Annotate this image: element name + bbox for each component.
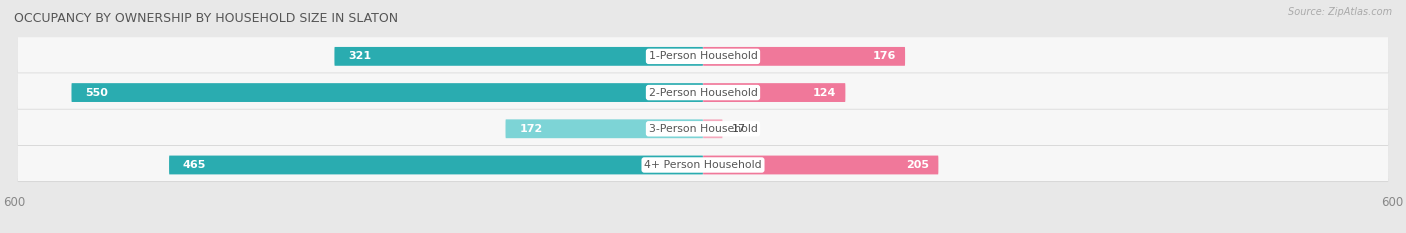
Text: 550: 550 <box>86 88 108 98</box>
FancyBboxPatch shape <box>17 74 1389 110</box>
Text: 2-Person Household: 2-Person Household <box>648 88 758 98</box>
Text: 124: 124 <box>813 88 837 98</box>
FancyBboxPatch shape <box>72 83 703 102</box>
FancyBboxPatch shape <box>703 47 905 66</box>
Text: Source: ZipAtlas.com: Source: ZipAtlas.com <box>1288 7 1392 17</box>
FancyBboxPatch shape <box>17 73 1389 109</box>
FancyBboxPatch shape <box>506 119 703 138</box>
FancyBboxPatch shape <box>703 156 938 175</box>
Text: 17: 17 <box>731 124 745 134</box>
FancyBboxPatch shape <box>703 83 845 102</box>
FancyBboxPatch shape <box>17 37 1389 73</box>
Text: 4+ Person Household: 4+ Person Household <box>644 160 762 170</box>
Text: 205: 205 <box>907 160 929 170</box>
Text: OCCUPANCY BY OWNERSHIP BY HOUSEHOLD SIZE IN SLATON: OCCUPANCY BY OWNERSHIP BY HOUSEHOLD SIZE… <box>14 12 398 25</box>
Text: 465: 465 <box>183 160 207 170</box>
Text: 176: 176 <box>873 51 896 61</box>
FancyBboxPatch shape <box>17 110 1389 146</box>
FancyBboxPatch shape <box>17 110 1389 145</box>
FancyBboxPatch shape <box>17 38 1389 73</box>
Text: 3-Person Household: 3-Person Household <box>648 124 758 134</box>
Text: 1-Person Household: 1-Person Household <box>648 51 758 61</box>
Text: 172: 172 <box>519 124 543 134</box>
FancyBboxPatch shape <box>703 119 723 138</box>
FancyBboxPatch shape <box>169 156 703 175</box>
FancyBboxPatch shape <box>17 146 1389 181</box>
FancyBboxPatch shape <box>17 147 1389 182</box>
FancyBboxPatch shape <box>335 47 703 66</box>
Text: 321: 321 <box>349 51 371 61</box>
